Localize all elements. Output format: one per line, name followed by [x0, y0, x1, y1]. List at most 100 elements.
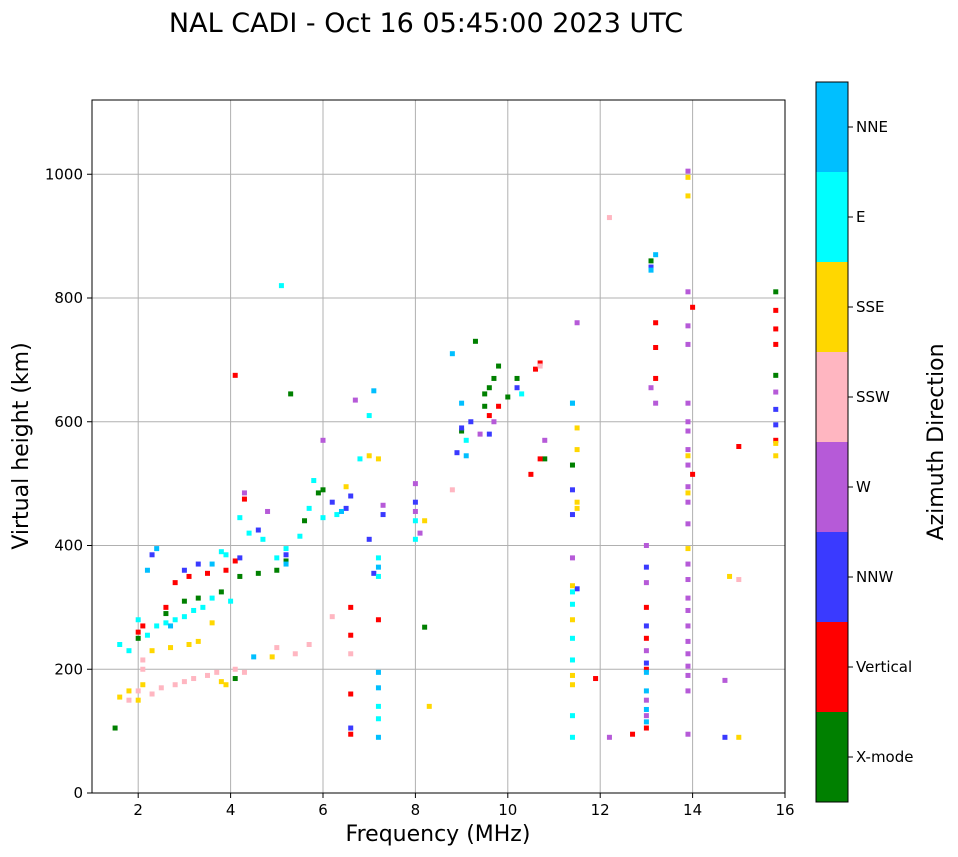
data-point — [643, 564, 649, 570]
data-point — [685, 546, 691, 552]
colorbar-label: SSE — [856, 298, 885, 316]
y-tick-label: 800 — [54, 289, 83, 307]
data-point — [241, 496, 247, 502]
data-point — [380, 512, 386, 518]
data-point — [643, 713, 649, 719]
data-point — [149, 552, 155, 558]
data-point — [685, 595, 691, 601]
data-point — [288, 391, 294, 397]
data-point — [574, 505, 580, 511]
data-point — [773, 406, 779, 412]
data-point — [569, 589, 575, 595]
data-point — [685, 462, 691, 468]
data-point — [140, 682, 146, 688]
data-point — [773, 437, 779, 443]
data-point — [569, 462, 575, 468]
data-point — [685, 672, 691, 678]
data-point — [117, 642, 123, 647]
data-point — [306, 642, 312, 647]
data-point — [773, 440, 779, 446]
data-point — [685, 651, 691, 657]
data-point — [542, 456, 548, 462]
data-point — [653, 320, 659, 326]
data-point — [163, 604, 169, 610]
x-tick-label: 12 — [591, 801, 610, 819]
data-point — [569, 682, 575, 688]
data-point — [449, 351, 455, 357]
data-point — [685, 490, 691, 496]
data-point — [685, 688, 691, 694]
data-point — [505, 394, 511, 400]
colorbar-label: NNW — [856, 568, 893, 586]
data-point — [343, 484, 349, 490]
colorbar-frame — [815, 81, 849, 803]
data-point — [348, 632, 354, 638]
x-tick-label: 10 — [498, 801, 517, 819]
data-point — [255, 527, 261, 533]
y-tick-label: 200 — [54, 660, 83, 678]
data-point — [149, 648, 155, 654]
chart-title: NAL CADI - Oct 16 05:45:00 2023 UTC — [169, 8, 683, 39]
data-point — [371, 570, 377, 576]
x-tick-label: 6 — [318, 801, 328, 819]
data-point — [195, 561, 201, 567]
colorbar-label: X-mode — [856, 748, 913, 766]
data-point — [412, 508, 418, 514]
data-point — [297, 533, 303, 539]
data-point — [643, 688, 649, 694]
plot-frame — [91, 99, 786, 794]
data-point — [366, 413, 372, 419]
data-point — [232, 666, 238, 672]
data-point — [468, 419, 474, 425]
data-point — [348, 731, 354, 737]
data-point — [135, 688, 141, 694]
data-point — [773, 307, 779, 313]
series-vertical — [135, 304, 779, 737]
data-point — [574, 447, 580, 453]
data-point — [375, 669, 381, 675]
data-point — [643, 580, 649, 586]
data-point — [237, 515, 243, 521]
data-point — [154, 546, 160, 552]
data-point — [773, 453, 779, 459]
data-point — [606, 734, 612, 740]
data-point — [496, 403, 502, 409]
data-point — [482, 391, 488, 397]
data-point — [685, 499, 691, 505]
data-point — [283, 552, 289, 558]
data-point — [205, 570, 210, 576]
data-point — [306, 505, 312, 511]
data-point — [232, 558, 238, 564]
data-point — [168, 645, 174, 651]
colorbar-segment — [816, 172, 848, 262]
data-point — [574, 499, 580, 505]
data-point — [163, 611, 169, 617]
data-point — [685, 419, 691, 425]
y-tick-label: 400 — [54, 537, 83, 555]
series-e — [117, 283, 575, 740]
data-point — [205, 672, 210, 678]
data-point — [232, 676, 238, 682]
plot-area: 2 4 6 8 10 12 14 16 0 200 400 600 800 1000 — [45, 99, 795, 819]
data-point — [449, 487, 455, 493]
x-tick-label: 16 — [775, 801, 794, 819]
data-point — [736, 734, 742, 740]
data-point — [685, 289, 691, 295]
data-point — [315, 490, 321, 496]
data-point — [172, 682, 178, 688]
data-point — [653, 400, 659, 406]
data-point — [569, 555, 575, 561]
data-point — [519, 391, 525, 397]
data-point — [375, 703, 381, 709]
data-point — [218, 589, 224, 595]
data-point — [459, 425, 465, 431]
colorbar-segment — [816, 262, 848, 352]
data-point — [685, 400, 691, 406]
x-tick-label: 4 — [226, 801, 236, 819]
data-point — [514, 385, 520, 391]
data-point — [685, 638, 691, 644]
data-point — [643, 604, 649, 610]
data-point — [195, 595, 201, 601]
data-point — [269, 654, 275, 660]
